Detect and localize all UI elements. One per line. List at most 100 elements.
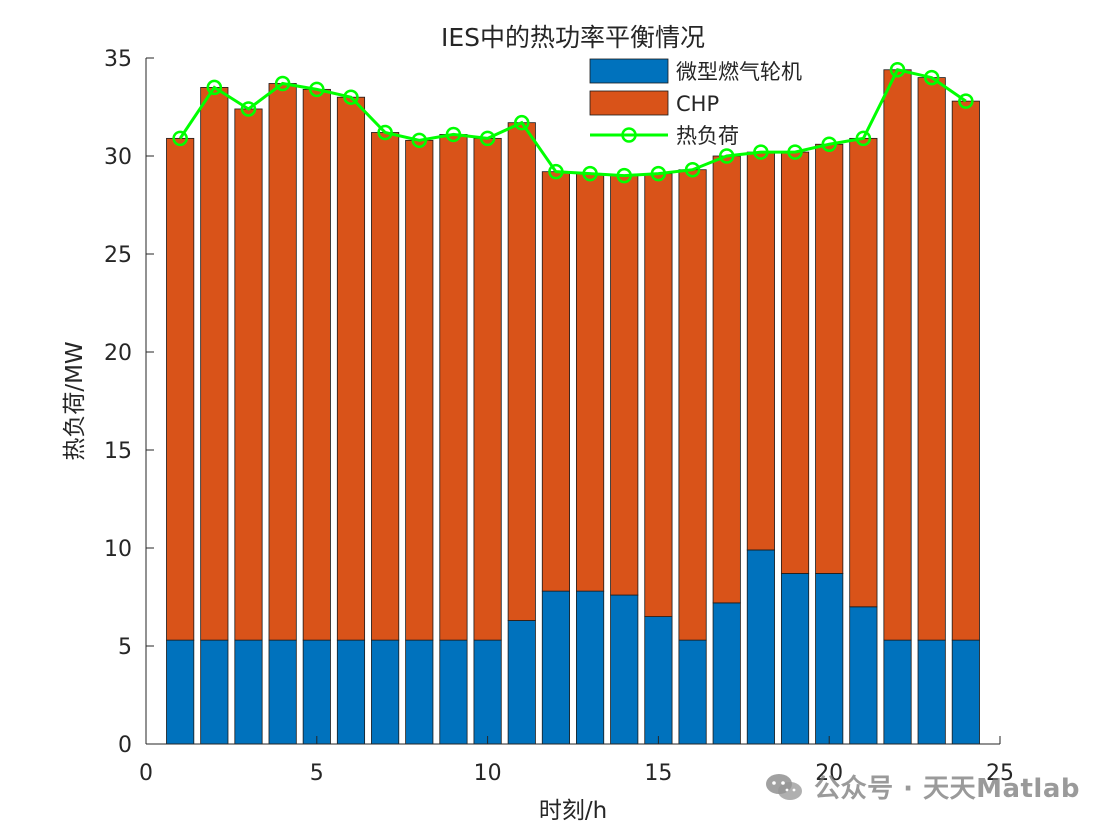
bar-microturbine-24 [951, 639, 980, 745]
y-tick-label-10: 10 [104, 537, 132, 562]
bar-microturbine-11 [507, 620, 536, 745]
bar-microturbine-19 [780, 573, 810, 745]
bar-microturbine-14 [610, 594, 639, 745]
bar-microturbine-17 [712, 602, 741, 745]
bar-microturbine-8 [405, 639, 434, 745]
bar-chp-24 [951, 100, 980, 641]
bar-chp-10 [473, 137, 502, 641]
bar-chp-5 [302, 88, 331, 641]
y-tick-label-35: 35 [104, 47, 132, 72]
bar-microturbine-9 [439, 639, 468, 745]
bar-microturbine-21 [849, 606, 878, 745]
bar-microturbine-23 [917, 639, 946, 745]
wechat-icon [766, 773, 803, 800]
bar-chp-18 [746, 151, 775, 551]
heat-load-point-8 [411, 132, 428, 149]
legend-marker-heat-load [621, 127, 637, 143]
bar-chp-11 [507, 122, 536, 621]
heat-load-point-17 [718, 148, 735, 164]
bar-microturbine-6 [336, 639, 366, 745]
heat-load-point-11 [514, 114, 530, 131]
heat-load-point-16 [684, 161, 701, 178]
bar-chp-21 [849, 137, 878, 608]
heat-load-point-6 [343, 89, 359, 105]
heat-load-point-7 [377, 124, 393, 141]
bar-microturbine-18 [746, 549, 775, 745]
y-tick-label-20: 20 [104, 341, 132, 366]
bar-microturbine-22 [883, 639, 912, 745]
bar-chp-13 [576, 173, 605, 592]
legend-label-microturbine: 微型燃气轮机 [676, 60, 802, 84]
heat-load-point-2 [206, 79, 223, 96]
bar-chp-4 [268, 83, 297, 641]
heat-load-point-4 [274, 75, 291, 92]
bar-chp-6 [336, 96, 366, 641]
heat-load-point-22 [889, 62, 906, 78]
y-tick-label-15: 15 [104, 439, 132, 464]
bar-microturbine-5 [302, 639, 331, 745]
legend-swatch-microturbine [589, 58, 669, 84]
bar-chp-2 [200, 87, 229, 641]
bar-microturbine-1 [166, 639, 195, 745]
x-axis-label: 时刻/h [539, 798, 607, 824]
watermark: 公众号 · 天天Matlab [764, 768, 1080, 805]
heat-load-point-20 [821, 136, 837, 152]
heat-load-point-5 [309, 81, 325, 98]
heat-load-point-18 [753, 144, 769, 160]
bar-chp-17 [712, 155, 741, 604]
bar-chp-12 [541, 171, 570, 592]
bar-microturbine-16 [678, 639, 707, 745]
bar-microturbine-15 [644, 616, 673, 745]
heat-load-point-21 [855, 130, 872, 147]
bar-chp-22 [883, 69, 912, 641]
heat-load-point-24 [958, 93, 974, 109]
bar-chp-7 [371, 132, 400, 641]
bar-chp-23 [917, 77, 946, 641]
x-tick-label-0: 0 [139, 761, 153, 786]
bar-chp-19 [780, 151, 810, 574]
bar-microturbine-3 [234, 639, 263, 745]
bar-microturbine-10 [473, 639, 502, 745]
heat-load-line [178, 68, 967, 178]
heat-load-point-9 [445, 126, 462, 143]
bar-microturbine-7 [371, 639, 400, 745]
heat-load-point-23 [923, 69, 940, 86]
bar-chp-9 [439, 134, 468, 641]
bar-chp-1 [166, 137, 195, 641]
heat-load-point-19 [787, 144, 803, 160]
y-tick-label-5: 5 [118, 635, 132, 660]
x-tick-label-15: 15 [644, 761, 672, 786]
heat-load-point-3 [240, 101, 257, 117]
x-tick-label-25: 25 [986, 761, 1014, 786]
bar-microturbine-20 [815, 573, 844, 745]
y-tick-label-25: 25 [104, 243, 132, 268]
bar-chp-8 [405, 139, 434, 641]
heat-load-point-13 [582, 165, 598, 182]
heat-load-point-1 [172, 130, 188, 147]
bar-microturbine-12 [541, 590, 570, 745]
bar-chp-14 [610, 175, 639, 596]
bar-chp-20 [815, 143, 844, 574]
y-tick-label-30: 30 [104, 145, 132, 170]
bar-chp-15 [644, 173, 673, 617]
heat-load-point-14 [616, 167, 632, 184]
bar-microturbine-2 [200, 639, 229, 745]
bar-chp-16 [678, 169, 707, 641]
heat-load-point-10 [479, 130, 496, 147]
watermark-text: 公众号 · 天天Matlab [814, 774, 1080, 804]
heat-load-point-15 [650, 165, 667, 182]
legend-swatch-chp [589, 90, 669, 116]
legend-label-heat-load: 热负荷 [676, 124, 739, 148]
x-tick-label-5: 5 [310, 761, 324, 786]
y-tick-label-0: 0 [118, 733, 132, 758]
heat-load-point-12 [548, 163, 564, 180]
x-tick-label-20: 20 [815, 761, 843, 786]
bar-microturbine-4 [268, 639, 297, 745]
y-axis-label: 热负荷/MW [62, 341, 88, 460]
x-tick-label-10: 10 [474, 761, 502, 786]
bar-chp-3 [234, 108, 263, 641]
chart-title: IES中的热功率平衡情况 [441, 23, 705, 52]
bar-microturbine-13 [576, 590, 605, 745]
